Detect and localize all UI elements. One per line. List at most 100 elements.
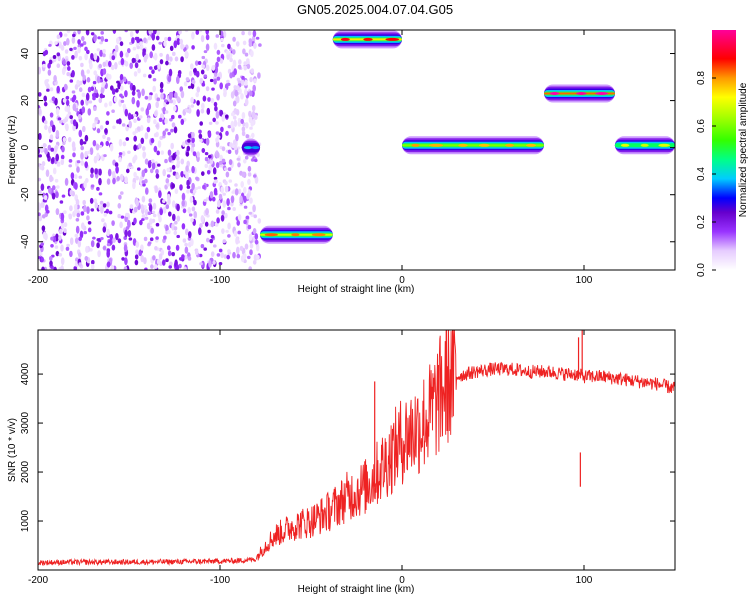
noise-speck <box>69 79 74 83</box>
noise-speck <box>150 227 154 234</box>
noise-speck <box>55 208 60 216</box>
noise-speck <box>228 179 233 183</box>
track-band <box>402 144 544 147</box>
noise-speck <box>174 220 178 225</box>
noise-speck <box>82 125 86 133</box>
noise-speck <box>52 167 57 175</box>
noise-speck <box>112 125 116 130</box>
noise-speck <box>243 61 247 66</box>
noise-speck <box>71 90 76 94</box>
noise-speck <box>142 183 146 187</box>
noise-speck <box>210 97 215 104</box>
noise-speck <box>225 229 229 233</box>
noise-speck <box>141 169 146 178</box>
noise-speck <box>132 238 137 246</box>
noise-speck <box>220 214 225 222</box>
noise-speck <box>214 66 219 74</box>
noise-speck <box>158 215 162 223</box>
noise-speck <box>219 82 223 90</box>
noise-speck <box>81 35 85 42</box>
noise-speck <box>111 88 116 95</box>
noise-speck <box>180 171 184 178</box>
noise-speck <box>196 109 200 117</box>
noise-speck <box>106 249 110 258</box>
noise-speck <box>159 88 164 93</box>
noise-speck <box>109 143 114 152</box>
noise-speck <box>216 94 220 101</box>
noise-speck <box>98 177 102 186</box>
noise-speck <box>106 243 111 247</box>
noise-speck <box>84 46 88 52</box>
noise-speck <box>160 150 165 155</box>
noise-speck <box>38 214 43 222</box>
noise-speck <box>48 187 52 194</box>
spectrogram-marks <box>38 30 675 270</box>
noise-speck <box>252 228 257 235</box>
noise-speck <box>239 195 243 204</box>
noise-speck <box>91 260 95 265</box>
noise-speck <box>67 136 72 143</box>
noise-speck <box>166 167 171 173</box>
noise-speck <box>102 61 107 67</box>
noise-speck <box>90 173 94 179</box>
noise-speck <box>80 160 85 166</box>
noise-speck <box>155 222 160 227</box>
noise-speck <box>230 195 235 204</box>
noise-speck <box>173 126 178 134</box>
noise-speck <box>156 97 161 102</box>
noise-speck <box>245 134 250 139</box>
noise-speck <box>71 141 76 149</box>
noise-speck <box>201 55 206 60</box>
noise-speck <box>180 56 184 63</box>
noise-speck <box>101 218 105 223</box>
noise-speck <box>93 198 98 204</box>
noise-speck <box>244 243 249 250</box>
noise-speck <box>93 34 97 42</box>
noise-speck <box>216 56 221 62</box>
noise-speck <box>50 157 55 163</box>
noise-speck <box>227 249 231 253</box>
noise-speck <box>244 98 249 106</box>
noise-speck <box>99 41 103 45</box>
noise-speck <box>92 140 97 147</box>
noise-speck <box>151 159 155 163</box>
noise-speck <box>80 43 84 47</box>
noise-speck <box>185 228 189 236</box>
noise-speck <box>152 202 157 210</box>
noise-speck <box>106 261 111 268</box>
noise-speck <box>71 36 76 44</box>
noise-speck <box>140 244 144 251</box>
noise-speck <box>216 151 220 159</box>
noise-speck <box>93 53 98 61</box>
noise-speck <box>158 41 162 45</box>
track-peak <box>549 92 560 95</box>
noise-speck <box>137 90 141 99</box>
colorbar-tick-label: 0.2 <box>696 215 707 229</box>
noise-speck <box>86 215 90 221</box>
noise-speck <box>108 210 113 215</box>
noise-speck <box>218 248 223 253</box>
noise-speck <box>225 130 229 136</box>
noise-speck <box>149 66 153 70</box>
noise-speck <box>125 226 130 230</box>
noise-speck <box>205 30 209 35</box>
noise-speck <box>96 242 100 249</box>
noise-speck <box>78 55 83 61</box>
noise-speck <box>68 159 73 163</box>
noise-speck <box>141 180 146 184</box>
noise-speck <box>104 38 109 43</box>
noise-speck <box>76 212 81 218</box>
track-peak <box>478 143 490 147</box>
noise-speck <box>117 82 121 90</box>
noise-speck <box>147 36 152 41</box>
noise-speck <box>149 51 153 59</box>
noise-speck <box>127 230 132 238</box>
noise-speck <box>181 223 186 230</box>
noise-speck <box>208 154 212 159</box>
noise-speck <box>182 238 187 243</box>
noise-speck <box>169 118 173 122</box>
noise-speck <box>132 181 136 190</box>
noise-speck <box>132 84 136 92</box>
track-peak <box>505 143 515 147</box>
noise-speck <box>220 186 224 194</box>
